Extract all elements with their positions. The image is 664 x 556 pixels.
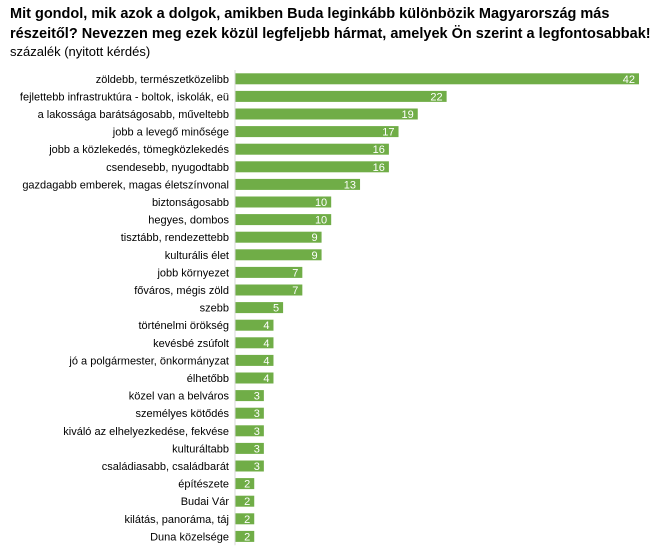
data-label: 42 [623,74,635,86]
bar [235,442,264,454]
bar [235,478,255,490]
bar [235,425,264,437]
bar [235,390,264,402]
bar [235,214,332,226]
category-label: hegyes, dombos [148,215,229,227]
bar [235,302,284,314]
category-label: a lakossága barátságosabb, műveltebb [38,109,229,121]
bar [235,530,255,542]
bar [235,108,418,120]
category-label: Budai Vár [181,496,230,508]
bar [235,126,399,138]
data-label: 4 [263,320,269,332]
bar [235,178,361,190]
data-label: 9 [311,250,317,262]
data-label: 17 [382,127,394,139]
category-label: kiváló az elhelyezkedése, fekvése [63,426,229,438]
bar [235,319,274,331]
category-label: jobb a közlekedés, tömegközlekedés [48,144,229,156]
data-label: 5 [273,303,279,315]
category-label: tisztább, rendezettebb [121,232,229,244]
chart-subtitle: százalék (nyitott kérdés) [10,44,151,59]
data-label: 16 [373,144,385,156]
data-label: 10 [315,197,327,209]
bar [235,231,322,243]
bar [235,161,389,173]
data-label: 4 [263,338,269,350]
data-label: 7 [292,267,298,279]
data-label: 9 [311,232,317,244]
category-label: fejlettebb infrastruktúra - boltok, isko… [20,91,229,103]
data-label: 3 [254,426,260,438]
data-label: 3 [254,408,260,420]
data-label: 4 [263,355,269,367]
bar [235,407,264,419]
category-label: kulturáltabb [172,443,229,455]
category-label: történelmi örökség [139,320,230,332]
bar [235,249,322,261]
bar [235,495,255,507]
category-label: személyes kötődés [135,408,229,420]
chart-title: Mit gondol, mik azok a dolgok, amikben B… [10,6,651,42]
data-label: 22 [430,91,442,103]
bar [235,372,274,384]
category-label: főváros, mégis zöld [134,285,229,297]
data-label: 10 [315,215,327,227]
category-label: családiasabb, családbarát [102,461,229,473]
category-label: Duna közelsége [150,531,229,543]
data-label: 3 [254,443,260,455]
bar [235,266,303,278]
bar [235,196,332,208]
category-label: gazdagabb emberek, magas életszínvonal [22,179,229,191]
bar [235,460,264,472]
data-label: 2 [244,496,250,508]
category-label: biztonságosabb [152,197,229,209]
data-label: 3 [254,391,260,403]
data-label: 13 [344,179,356,191]
category-label: jobb a levegő minősége [112,127,229,139]
bar [235,143,389,155]
category-label: közel van a belváros [129,391,230,403]
data-label: 4 [263,373,269,385]
category-label: jó a polgármester, önkormányzat [68,355,229,367]
data-label: 7 [292,285,298,297]
category-label: jobb környezet [156,267,229,279]
data-label: 2 [244,479,250,491]
category-label: csendesebb, nyugodtabb [106,162,229,174]
bar [235,73,639,85]
data-label: 2 [244,531,250,543]
category-label: építészete [178,479,229,491]
bar [235,337,274,349]
category-label: kevésbé zsúfolt [153,338,229,350]
category-label: élhetőbb [187,373,229,385]
data-label: 2 [244,514,250,526]
bar [235,354,274,366]
data-label: 19 [402,109,414,121]
bar [235,513,255,525]
bar [235,284,303,296]
category-label: szebb [200,303,229,315]
category-label: kilátás, panoráma, táj [124,514,229,526]
category-label: kulturális élet [165,250,229,262]
data-label: 3 [254,461,260,473]
category-label: zöldebb, természetközelibb [96,74,229,86]
data-label: 16 [373,162,385,174]
bar [235,90,447,102]
